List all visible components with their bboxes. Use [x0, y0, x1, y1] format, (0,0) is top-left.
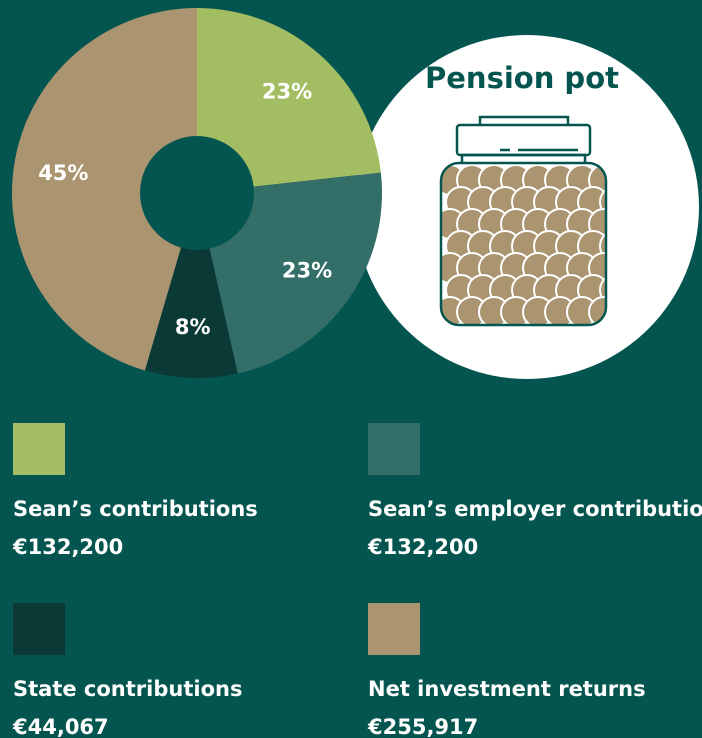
legend-label: Sean’s employer contributions	[368, 497, 702, 521]
pie: 23% 23% 8% 45%	[12, 8, 382, 378]
legend-swatch	[368, 423, 420, 475]
donut-hole	[140, 136, 254, 250]
page: {"chart_data": {"type": "pie", "title": …	[0, 0, 702, 738]
slice-label: 45%	[38, 161, 88, 185]
chart: Pension pot 23% 23% 8% 45% Sean’s contribut…	[0, 0, 702, 738]
legend-label: Net investment returns	[368, 677, 646, 701]
legend-amount: €44,067	[12, 715, 109, 738]
legend-swatch	[368, 603, 420, 655]
chart-title: Pension pot	[425, 61, 619, 95]
slice-label: 23%	[262, 79, 312, 103]
legend-swatch	[13, 603, 65, 655]
legend-label: State contributions	[13, 677, 242, 701]
legend-label: Sean’s contributions	[13, 497, 258, 521]
legend-swatch	[13, 423, 65, 475]
legend-amount: €255,917	[367, 715, 478, 738]
legend-amount: €132,200	[12, 535, 123, 559]
slice-label: 23%	[282, 258, 332, 282]
legend-amount: €132,200	[367, 535, 478, 559]
slice-label: 8%	[175, 315, 211, 339]
